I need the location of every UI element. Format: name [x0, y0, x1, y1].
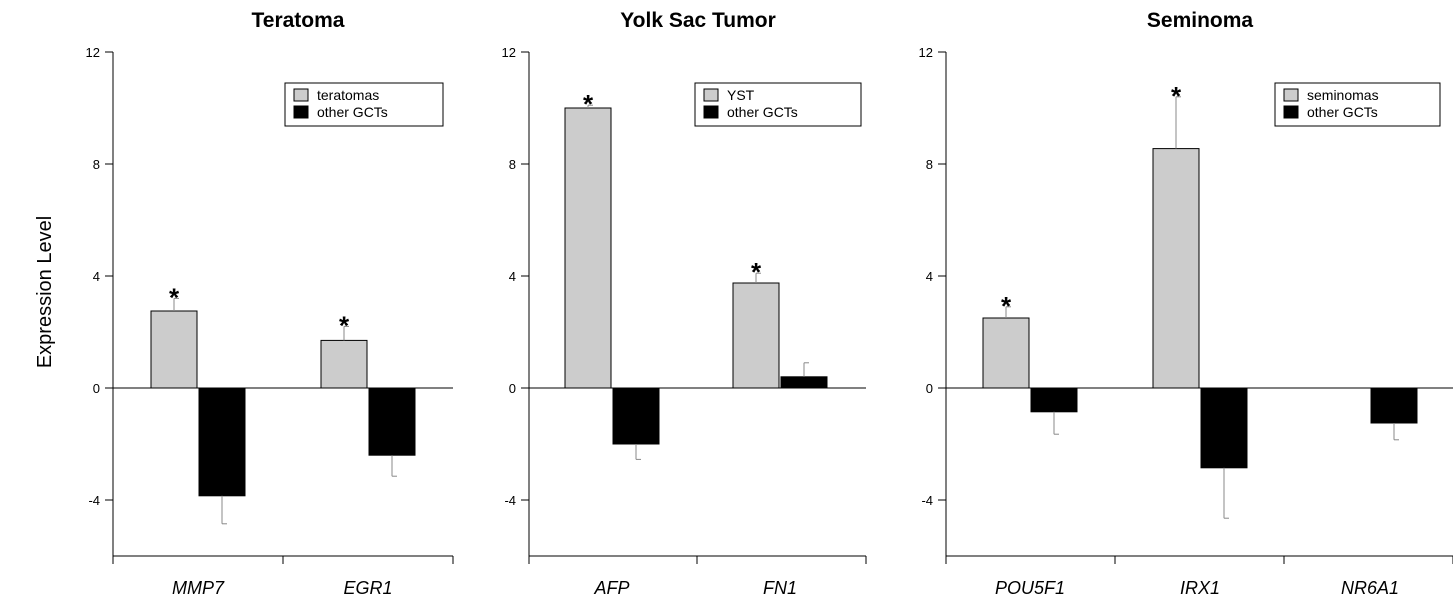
legend-swatch [293, 105, 309, 119]
legend-label: seminomas [1307, 87, 1379, 103]
y-tick-label: 0 [509, 381, 516, 396]
panel-1: Teratoma -4 0 4 8 12 * * MMP7 EGR1 teratomasother … [86, 9, 454, 598]
significance-asterisk: * [751, 257, 762, 287]
bar-yst-afp [564, 107, 612, 389]
bar-seminomas-pou5f1 [982, 317, 1030, 389]
legend-swatch [1283, 88, 1299, 102]
y-tick-label: 8 [509, 157, 516, 172]
x-category-label: EGR1 [343, 578, 392, 598]
y-tick-label: 12 [502, 45, 516, 60]
x-category-label: POU5F1 [995, 578, 1065, 598]
legend-swatch [703, 105, 719, 119]
x-category-label: IRX1 [1180, 578, 1220, 598]
significance-asterisk: * [169, 282, 180, 312]
x-category-label: MMP7 [172, 578, 225, 598]
legend-swatch [293, 88, 309, 102]
legend-label: teratomas [317, 87, 379, 103]
y-tick-label: 0 [926, 381, 933, 396]
significance-asterisk: * [339, 310, 350, 340]
panel-title: Yolk Sac Tumor [620, 9, 776, 32]
legend-box [284, 82, 444, 127]
panel-title: Seminoma [1147, 9, 1254, 32]
legend-label: other GCTs [727, 104, 798, 120]
legend-box [1274, 82, 1441, 127]
bar-yst-fn1 [732, 282, 780, 389]
x-category-label: FN1 [763, 578, 797, 598]
panel-title: Teratoma [252, 9, 345, 32]
legend-swatch [703, 88, 719, 102]
bar-other-gcts-irx1 [1200, 387, 1248, 469]
bar-other-gcts-egr1 [368, 387, 416, 456]
bar-teratomas-egr1 [320, 339, 368, 389]
y-tick-label: -4 [88, 493, 100, 508]
x-category-label: NR6A1 [1341, 578, 1399, 598]
legend-swatch [1283, 105, 1299, 119]
bar-other-gcts-nr6a1 [1370, 387, 1418, 424]
bar-other-gcts-mmp7 [198, 387, 246, 497]
legend-box [694, 82, 862, 127]
bar-teratomas-mmp7 [150, 310, 198, 389]
y-tick-label: 8 [93, 157, 100, 172]
y-tick-label: 4 [509, 269, 516, 284]
x-category-label: AFP [593, 578, 629, 598]
y-tick-label: -4 [921, 493, 933, 508]
significance-asterisk: * [1171, 81, 1182, 111]
bar-other-gcts-pou5f1 [1030, 387, 1078, 413]
panel-3: Seminoma -4 0 4 8 12 * * POU5F1 IRX1 NR6A1 seminoma… [919, 9, 1453, 598]
bar-other-gcts-fn1 [780, 376, 828, 389]
y-tick-label: -4 [504, 493, 516, 508]
legend-label: other GCTs [317, 104, 388, 120]
bar-seminomas-irx1 [1152, 148, 1200, 389]
legend-label: other GCTs [1307, 104, 1378, 120]
y-tick-label: 12 [86, 45, 100, 60]
y-tick-label: 4 [926, 269, 933, 284]
bar-other-gcts-afp [612, 387, 660, 445]
y-tick-label: 0 [93, 381, 100, 396]
y-tick-label: 8 [926, 157, 933, 172]
y-tick-label: 12 [919, 45, 933, 60]
significance-asterisk: * [1001, 291, 1012, 321]
y-tick-label: 4 [93, 269, 100, 284]
legend-label: YST [727, 87, 755, 103]
y-axis-label: Expression Level [34, 216, 56, 368]
significance-asterisk: * [583, 89, 594, 119]
